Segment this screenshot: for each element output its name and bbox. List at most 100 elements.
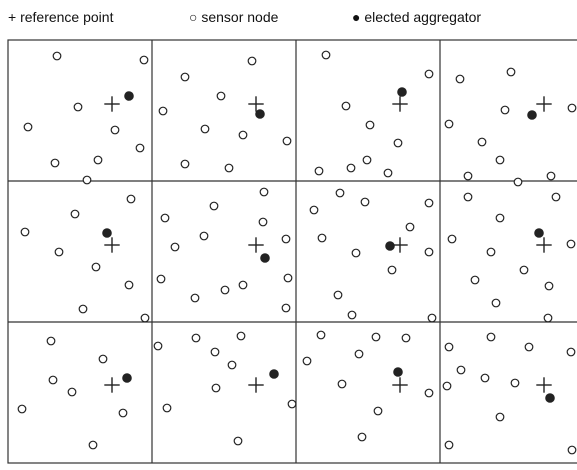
sensor-node xyxy=(567,103,577,113)
sensor-node xyxy=(346,163,356,173)
sensor-node xyxy=(456,365,466,375)
sensor-node xyxy=(227,360,237,370)
elected-aggregator-node xyxy=(385,241,395,251)
sensor-node xyxy=(455,74,465,84)
sensor-node xyxy=(191,333,201,343)
sensor-node xyxy=(282,136,292,146)
elected-aggregator-node xyxy=(527,110,537,120)
sensor-node xyxy=(333,290,343,300)
grid-lines xyxy=(7,39,577,464)
reference-point-marker xyxy=(104,237,120,253)
sensor-node xyxy=(199,231,209,241)
reference-point-marker xyxy=(536,377,552,393)
sensor-node xyxy=(347,310,357,320)
sensor-node xyxy=(258,217,268,227)
sensor-node xyxy=(209,201,219,211)
sensor-node xyxy=(362,155,372,165)
legend-item-reference-point: + reference point xyxy=(8,7,113,27)
grid-cell-r1-c1 xyxy=(23,51,149,185)
sensor-node xyxy=(486,332,496,342)
sensor-node xyxy=(124,280,134,290)
sensor-node xyxy=(70,209,80,219)
elected-aggregator-node xyxy=(393,367,403,377)
elected-aggregator-node xyxy=(122,373,132,383)
sensor-node xyxy=(140,313,150,323)
elected-aggregator-node xyxy=(397,87,407,97)
elected-aggregator-node xyxy=(269,369,279,379)
sensor-node xyxy=(180,72,190,82)
sensor-node xyxy=(495,213,505,223)
grid-cell-r3-c3 xyxy=(302,330,434,442)
sensor-node xyxy=(387,265,397,275)
grid-cell-r3-c4 xyxy=(442,332,577,455)
sensor-node xyxy=(500,105,510,115)
sensor-node xyxy=(247,56,257,66)
elected-aggregator-node xyxy=(545,393,555,403)
sensor-node xyxy=(463,171,473,181)
legend-label-elected-aggregator: ● elected aggregator xyxy=(352,9,482,25)
elected-aggregator-node xyxy=(102,228,112,238)
sensor-node xyxy=(524,342,534,352)
sensor-node xyxy=(543,313,553,323)
sensor-node xyxy=(160,213,170,223)
sensor-node xyxy=(544,281,554,291)
sensor-node xyxy=(444,342,454,352)
sensor-node xyxy=(546,171,556,181)
grid-cell-r1-c2 xyxy=(158,56,292,173)
sensor-node xyxy=(519,265,529,275)
legend-label-reference-point: + reference point xyxy=(8,9,114,25)
sensor-node xyxy=(233,436,243,446)
sensor-node xyxy=(238,280,248,290)
reference-point-marker xyxy=(104,377,120,393)
sensor-node xyxy=(495,155,505,165)
sensor-node xyxy=(135,143,145,153)
sensor-node xyxy=(424,388,434,398)
sensor-node xyxy=(424,69,434,79)
sensor-node xyxy=(20,227,30,237)
sensor-node xyxy=(566,239,576,249)
sensor-node xyxy=(424,247,434,257)
grid-cell-r2-c4 xyxy=(447,192,576,323)
reference-point-marker xyxy=(392,237,408,253)
sensor-node xyxy=(506,67,516,77)
elected-aggregator-node xyxy=(255,109,265,119)
elected-aggregator-node xyxy=(124,91,134,101)
sensor-node xyxy=(321,50,331,60)
sensor-node xyxy=(463,192,473,202)
sensor-node xyxy=(67,387,77,397)
sensor-node xyxy=(220,285,230,295)
reference-point-marker xyxy=(392,96,408,112)
sensor-node xyxy=(98,354,108,364)
sensor-node xyxy=(82,175,92,185)
sensor-node xyxy=(224,163,234,173)
grid-cell-r1-c4 xyxy=(444,67,577,187)
sensor-node xyxy=(405,222,415,232)
sensor-node xyxy=(259,187,269,197)
reference-point-marker xyxy=(536,237,552,253)
sensor-node xyxy=(190,293,200,303)
legend-label-sensor-node: ○ sensor node xyxy=(189,9,279,25)
sensor-node xyxy=(283,273,293,283)
reference-point-marker xyxy=(248,96,264,112)
sensor-node xyxy=(491,298,501,308)
sensor-node xyxy=(158,106,168,116)
reference-point-marker xyxy=(392,377,408,393)
sensor-node xyxy=(93,155,103,165)
sensor-node xyxy=(23,122,33,132)
sensor-node xyxy=(351,248,361,258)
sensor-node xyxy=(566,347,576,357)
sensor-node xyxy=(314,166,324,176)
sensor-node xyxy=(360,197,370,207)
grid-cell-r2-c2 xyxy=(156,187,293,313)
sensor-node xyxy=(170,242,180,252)
sensor-node xyxy=(341,101,351,111)
sensor-node xyxy=(216,91,226,101)
sensor-node xyxy=(200,124,210,134)
sensor-node xyxy=(447,234,457,244)
reference-point-marker xyxy=(536,96,552,112)
sensor-node xyxy=(118,408,128,418)
sensor-node xyxy=(78,304,88,314)
grid-cell-r3-c2 xyxy=(153,331,297,446)
